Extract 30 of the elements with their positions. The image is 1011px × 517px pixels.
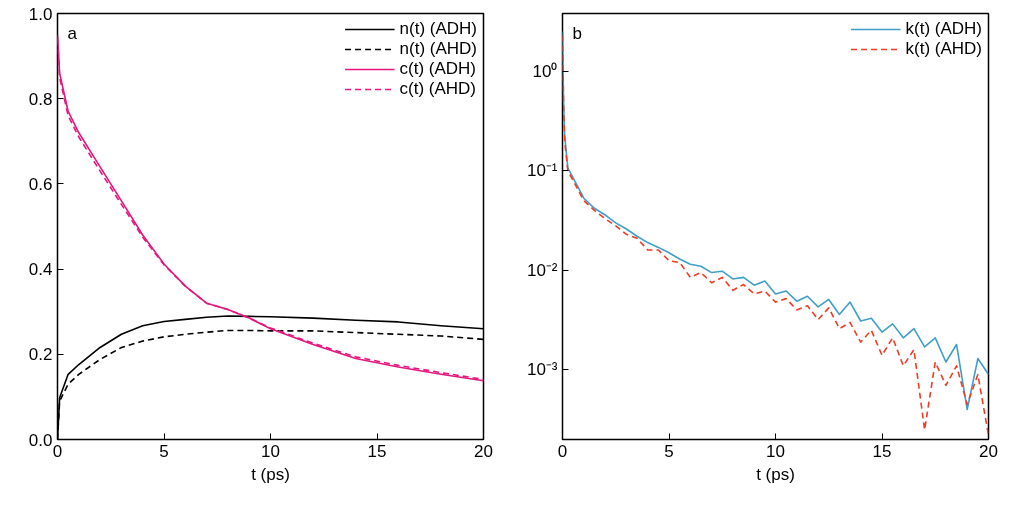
y-tick-label: 1.0 bbox=[28, 4, 53, 24]
y-tick-label: 0.4 bbox=[28, 260, 53, 280]
x-tick-label: 20 bbox=[979, 441, 998, 461]
annotation: b bbox=[572, 23, 582, 43]
y-tick-label: 0.6 bbox=[28, 174, 53, 194]
x-tick-label: 10 bbox=[766, 441, 785, 461]
y-tick-label: 10⁻³ bbox=[526, 360, 558, 380]
x-tick-label: 5 bbox=[664, 441, 674, 461]
legend-label: c(t) (ADH) bbox=[399, 59, 477, 79]
annotation: a bbox=[67, 23, 78, 43]
x-tick-label: 0 bbox=[557, 441, 568, 461]
x-tick-label: 5 bbox=[159, 441, 169, 461]
x-tick-label: 20 bbox=[474, 441, 493, 461]
x-axis-title: t (ps) bbox=[756, 464, 795, 484]
y-tick-label: 10⁻² bbox=[526, 260, 558, 280]
x-axis-title: t (ps) bbox=[251, 464, 290, 484]
legend-label: k(t) (ADH) bbox=[905, 19, 982, 39]
y-tick-label: 10⁻¹ bbox=[526, 161, 558, 181]
y-tick-label: 0.2 bbox=[28, 345, 53, 365]
legend-label: n(t) (ADH) bbox=[399, 19, 477, 39]
legend-label: k(t) (AHD) bbox=[905, 39, 982, 59]
x-tick-label: 15 bbox=[872, 441, 892, 461]
x-tick-label: 15 bbox=[367, 441, 387, 461]
legend-label: n(t) (AHD) bbox=[399, 39, 477, 59]
y-tick-label: 0.8 bbox=[28, 89, 53, 109]
legend-label: c(t) (AHD) bbox=[399, 79, 477, 99]
x-tick-label: 10 bbox=[261, 441, 280, 461]
x-tick-label: 0 bbox=[52, 441, 63, 461]
y-tick-label: 0.0 bbox=[28, 430, 53, 450]
y-tick-label: 10⁰ bbox=[532, 61, 558, 81]
